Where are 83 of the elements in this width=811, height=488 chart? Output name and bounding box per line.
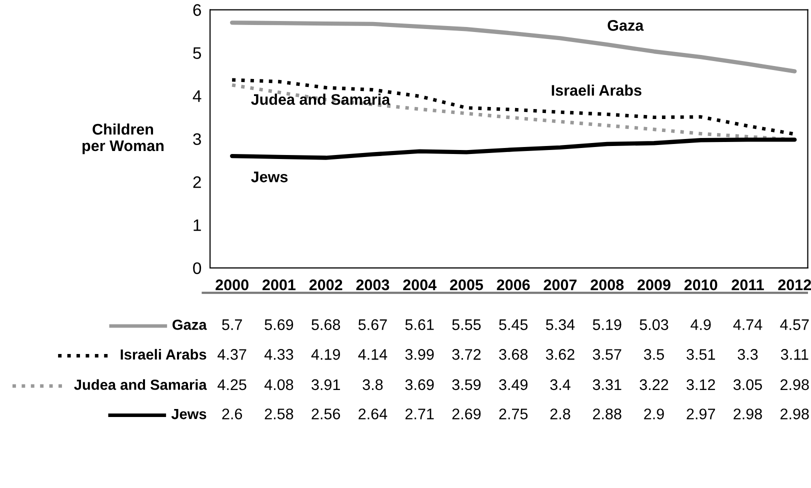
data-label: 5.67 — [358, 319, 387, 330]
data-label: 4.37 — [218, 349, 246, 360]
data-label: 3.62 — [546, 349, 574, 360]
data-label: 4.74 — [733, 319, 762, 330]
x-tick-label: 2012 — [778, 279, 811, 290]
legend-label: Gaza — [172, 320, 207, 330]
x-tick-label: 2004 — [403, 279, 437, 290]
y-tick-label: 3 — [193, 133, 201, 146]
data-label: 2.58 — [264, 408, 294, 420]
data-label: 3.22 — [640, 379, 668, 390]
data-label: 2.8 — [550, 408, 570, 420]
x-tick-label: 2003 — [356, 279, 390, 290]
data-label: 3.05 — [733, 379, 762, 390]
data-label: 3.57 — [592, 349, 622, 360]
line-series — [230, 20, 797, 74]
text: Judea and Samaria — [251, 94, 390, 105]
data-label: 3.3 — [738, 349, 758, 360]
data-label: 5.03 — [640, 319, 668, 330]
legend-label: Israeli Arabs — [120, 348, 206, 360]
data-label: 5.45 — [499, 319, 528, 330]
data-label: 3.99 — [405, 349, 434, 360]
data-label: 2.64 — [358, 408, 388, 420]
data-label: 2.71 — [406, 408, 434, 420]
text: Jews — [251, 172, 288, 182]
x-tick-label: 2011 — [732, 279, 764, 290]
y-tick-label: 2 — [193, 176, 201, 188]
data-label: 3.49 — [499, 379, 528, 390]
text: Gaza — [608, 20, 644, 31]
x-tick-label: 2007 — [544, 279, 577, 290]
data-label: 2.56 — [312, 408, 340, 420]
data-label: 5.19 — [592, 319, 622, 330]
data-label: 2.75 — [499, 408, 528, 420]
line-series — [230, 138, 797, 160]
data-label: 5.69 — [264, 319, 294, 330]
data-label: 2.97 — [686, 408, 715, 420]
data-label: 3.68 — [499, 349, 528, 360]
data-label: 4.14 — [358, 349, 388, 360]
data-label: 2.98 — [734, 408, 762, 420]
data-label: 5.55 — [452, 319, 481, 330]
data-label: 5.34 — [546, 319, 575, 330]
data-label: 3.8 — [362, 379, 383, 390]
data-label: 4.25 — [218, 379, 246, 390]
x-tick-label: 2000 — [216, 279, 248, 290]
y-tick-label: 4 — [192, 90, 202, 102]
data-label: 5.7 — [222, 319, 242, 330]
data-label: 2.98 — [780, 408, 809, 420]
data-label: 5.68 — [312, 319, 340, 330]
data-label: 4.19 — [311, 349, 340, 360]
legend-label: Jews — [171, 409, 206, 420]
data-label: 3.31 — [592, 379, 622, 390]
data-label: 3.91 — [312, 379, 340, 390]
y-tick-label: 1 — [194, 219, 201, 231]
data-label: 2.98 — [780, 379, 809, 390]
y-tick-label: 6 — [193, 4, 201, 16]
data-label: 3.12 — [686, 379, 715, 390]
data-label: 3.72 — [452, 349, 481, 360]
x-tick-label: 2009 — [638, 279, 670, 290]
data-label: 3.5 — [644, 349, 664, 360]
data-label: 2.88 — [593, 408, 622, 420]
x-tick-label: 2005 — [450, 279, 484, 290]
data-label: 2.9 — [644, 408, 664, 420]
data-label: 4.9 — [690, 319, 711, 330]
x-tick-label: 2010 — [684, 279, 718, 290]
x-tick-label: 2008 — [590, 279, 624, 290]
data-label: 5.61 — [405, 319, 434, 330]
data-label: 4.33 — [264, 349, 294, 360]
x-tick-label: 2006 — [496, 279, 530, 290]
data-label: 4.57 — [780, 319, 809, 330]
data-label: 2.69 — [452, 408, 481, 420]
data-label: 4.08 — [264, 379, 294, 390]
data-label: 3.11 — [780, 349, 808, 360]
data-label: 3.59 — [452, 379, 481, 390]
data-label: 3.4 — [550, 379, 570, 390]
y-axis-title: Children per Woman — [82, 123, 164, 154]
data-label: 3.51 — [686, 349, 715, 360]
y-tick-label: 5 — [193, 47, 202, 59]
text: Israeli Arabs — [552, 84, 642, 96]
data-label: 3.69 — [405, 379, 434, 390]
x-tick-label: 2002 — [309, 279, 342, 290]
x-tick-label: 2001 — [262, 279, 296, 290]
y-tick-label: 0 — [193, 262, 202, 274]
data-label: 2.6 — [222, 408, 242, 420]
legend-label: Judea and Samaria — [74, 379, 207, 390]
